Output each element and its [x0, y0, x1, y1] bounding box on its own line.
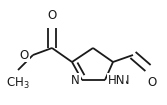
Text: HN: HN	[108, 74, 125, 87]
Text: N: N	[71, 74, 80, 87]
Text: O: O	[147, 76, 157, 89]
Text: O: O	[47, 9, 57, 22]
Text: CH$_3$: CH$_3$	[6, 76, 30, 91]
Text: HN: HN	[113, 74, 130, 87]
Text: O: O	[20, 49, 29, 62]
Text: N: N	[71, 74, 80, 87]
